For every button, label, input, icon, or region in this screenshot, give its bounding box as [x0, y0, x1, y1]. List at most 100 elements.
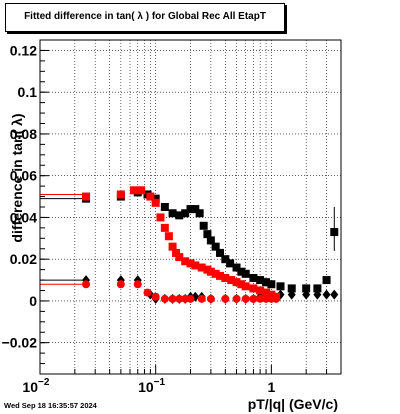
y-tick-labels: −0.02 0 0.02 0.04 0.06 0.08 0.1 0.12 — [2, 42, 38, 350]
data-point — [206, 294, 215, 303]
data-point — [203, 230, 212, 239]
data-point — [199, 221, 208, 230]
data-point — [227, 276, 236, 285]
x-tick-label: 10 — [22, 379, 38, 395]
data-point — [216, 271, 225, 280]
data-point — [232, 294, 241, 303]
data-point — [186, 259, 195, 268]
data-point — [302, 284, 311, 293]
data-point — [186, 205, 195, 214]
data-point — [160, 294, 169, 303]
data-point — [82, 192, 91, 201]
x-axis-label: pT/|q| (GeV/c) — [248, 396, 338, 412]
data-point — [82, 280, 91, 289]
data-point — [330, 289, 339, 300]
data-point — [160, 203, 169, 211]
data-point — [160, 223, 169, 232]
data-point — [130, 186, 139, 195]
data-point — [206, 267, 215, 276]
data-point — [313, 289, 322, 300]
axis-ticks — [39, 39, 328, 375]
data-point — [302, 289, 311, 300]
data-point — [116, 190, 125, 199]
y-tick-label: 0.1 — [18, 84, 38, 100]
data-point — [256, 276, 265, 285]
data-point — [186, 294, 195, 303]
data-point — [232, 278, 241, 287]
x-tick-exponent: −2 — [38, 377, 50, 388]
data-point — [237, 267, 246, 276]
data-point — [181, 209, 190, 218]
data-point — [241, 269, 250, 278]
data-point — [191, 205, 200, 214]
data-point — [322, 276, 331, 285]
data-point — [175, 253, 184, 262]
data-point — [249, 284, 258, 293]
data-point — [241, 294, 250, 303]
data-point — [151, 198, 160, 207]
chart-title-box: Fitted difference in tan( λ ) for Global… — [5, 3, 285, 32]
data-point — [256, 286, 265, 295]
data-point — [211, 269, 220, 278]
data-point — [256, 294, 265, 303]
data-point — [241, 282, 250, 291]
data-point — [197, 294, 206, 303]
data-point — [276, 282, 285, 291]
y-tick-label: −0.02 — [2, 335, 38, 351]
chart-title: Fitted difference in tan( λ ) for Global… — [24, 11, 266, 22]
data-point — [313, 284, 322, 293]
x-tick-label: 10 — [138, 379, 154, 395]
data-point — [221, 255, 230, 264]
data-point — [172, 248, 181, 257]
data-point — [237, 280, 246, 289]
data-point — [322, 289, 331, 300]
data-point — [330, 228, 339, 237]
data-point — [267, 280, 276, 289]
data-point — [137, 186, 146, 195]
data-point — [168, 209, 177, 218]
y-tick-label: 0.08 — [10, 126, 37, 142]
data-point — [249, 273, 258, 282]
data-point — [191, 261, 200, 270]
data-point — [116, 280, 125, 289]
x-tick-label: 1 — [267, 379, 275, 395]
x-tick-labels: 10 −2 10 −1 1 — [22, 377, 275, 395]
data-point — [226, 259, 235, 268]
data-point — [156, 213, 165, 222]
timestamp: Wed Sep 18 16:35:57 2024 — [4, 401, 97, 410]
y-tick-label: 0.06 — [10, 168, 37, 184]
data-point — [262, 278, 271, 287]
data-point — [232, 263, 241, 272]
data-point — [168, 242, 177, 251]
data-point — [249, 294, 258, 303]
data-point — [164, 232, 173, 241]
data-point — [267, 290, 276, 299]
data-point — [287, 284, 296, 293]
y-tick-label: 0 — [29, 293, 37, 309]
data-point — [168, 294, 177, 303]
data-point — [151, 194, 160, 203]
data-point — [221, 294, 230, 303]
data-point — [175, 294, 184, 303]
data-point — [151, 292, 160, 301]
data-point — [206, 236, 215, 245]
data-point — [197, 263, 206, 272]
data-point — [181, 257, 190, 266]
x-tick-exponent: −1 — [154, 377, 166, 388]
y-tick-label: 0.12 — [10, 42, 37, 58]
data-point — [211, 242, 220, 251]
data-point — [143, 288, 152, 297]
y-axis-label: difference in tan( λ) — [9, 113, 25, 242]
data-point — [175, 211, 184, 220]
data-point — [287, 289, 296, 300]
data-point — [221, 273, 230, 282]
data-point — [262, 288, 271, 297]
reference-lines — [40, 193, 335, 285]
y-tick-label: 0.04 — [10, 209, 37, 225]
data-point — [195, 209, 204, 218]
data-point — [216, 248, 225, 257]
y-tick-label: 0.02 — [10, 251, 37, 267]
data-markers — [82, 186, 339, 304]
data-point — [133, 280, 142, 289]
